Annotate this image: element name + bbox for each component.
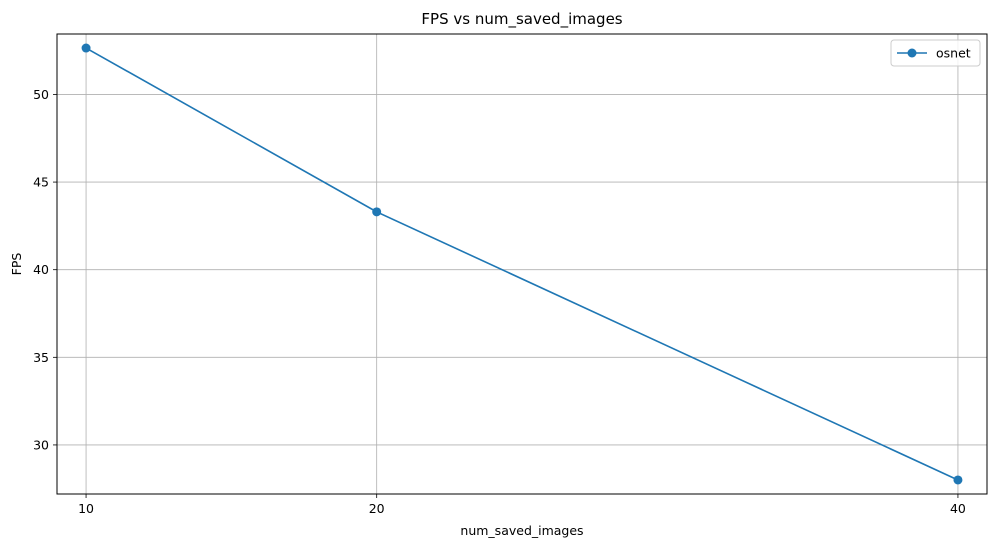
series-layer <box>81 43 963 485</box>
data-point <box>372 207 382 217</box>
legend: osnet <box>890 39 981 67</box>
x-axis: 10 20 40 <box>78 494 966 516</box>
y-axis-label: FPS <box>9 253 24 276</box>
x-tick-label: 40 <box>950 501 966 516</box>
series-line-osnet <box>85 47 959 481</box>
chart-title: FPS vs num_saved_images <box>421 10 622 29</box>
data-point <box>81 43 91 53</box>
legend-box <box>890 39 981 67</box>
legend-label-osnet: osnet <box>936 46 971 61</box>
x-tick-label: 20 <box>369 501 385 516</box>
y-tick-label: 45 <box>33 175 49 190</box>
y-tick-label: 50 <box>33 87 49 102</box>
y-axis: 30 35 40 45 50 <box>33 87 57 452</box>
y-tick-label: 35 <box>33 350 49 365</box>
plot-frame <box>56 33 988 495</box>
y-tick-label: 40 <box>33 262 49 277</box>
x-axis-label: num_saved_images <box>460 523 583 538</box>
grid <box>57 34 987 494</box>
data-point <box>953 475 963 485</box>
y-tick-label: 30 <box>33 437 49 452</box>
x-tick-label: 10 <box>78 501 94 516</box>
legend-marker-osnet <box>907 48 917 58</box>
